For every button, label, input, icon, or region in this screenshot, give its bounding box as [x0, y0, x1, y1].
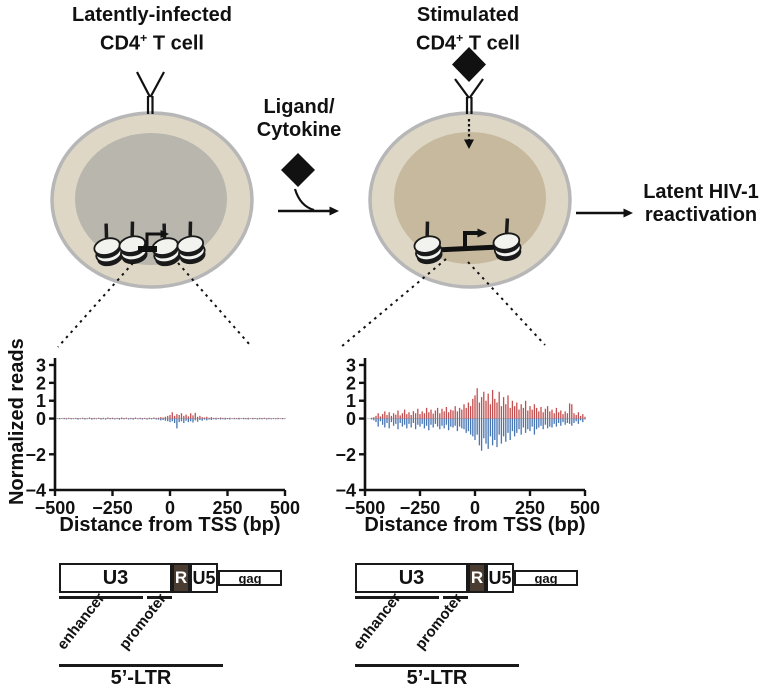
provirus-boxes: U3 R U5 gag [355, 563, 578, 593]
ltr-underline [355, 664, 519, 667]
promoter-label: promoter [115, 590, 170, 653]
stimulated-cell [340, 47, 572, 348]
enhancer-label: enhancer [349, 589, 405, 653]
r-box: R [468, 563, 486, 593]
ltr-diagram-right: U3 R U5 gag enhancer promoter 5’-LTR [350, 563, 585, 693]
x-tick-label: −500 [35, 498, 76, 518]
x-tick-label: 500 [570, 498, 600, 518]
promoter-underline [147, 596, 172, 599]
y-tick-label: 1 [346, 391, 356, 411]
enhancer-label: enhancer [53, 589, 109, 653]
y-tick-label: −2 [25, 445, 46, 465]
latent-panel-title: Latently-infected CD4+ T cell [42, 4, 262, 56]
ltr-underline [59, 664, 223, 667]
gag-box: gag [218, 570, 282, 586]
axes [53, 358, 285, 492]
y-tick-label: 0 [36, 409, 46, 429]
outcome-label: Latent HIV-1 reactivation [643, 181, 759, 226]
series-minus-strand [56, 418, 286, 429]
gag-box: gag [514, 570, 578, 586]
reaction-arrow-icon [278, 153, 339, 216]
u3-box: U3 [59, 563, 172, 593]
latent-title-line1: Latently-infected [71, 4, 233, 26]
ligand-cytokine-label: Ligand/ Cytokine [256, 96, 342, 141]
y-tick-label: 3 [36, 356, 46, 376]
y-axis-label: Normalized reads [6, 338, 28, 505]
x-axis-label-right: Distance from TSS (bp) [364, 514, 586, 536]
x-tick-label: 0 [165, 498, 175, 518]
active-tss-arrowhead [477, 228, 487, 238]
y-tick-label: 0 [346, 409, 356, 429]
x-tick-label: 500 [270, 498, 300, 518]
promoter-underline [443, 596, 468, 599]
zoom-callout-lines [57, 262, 251, 348]
series-plus-strand [370, 388, 586, 419]
y-tick-label: 3 [346, 356, 356, 376]
ltr-label: 5’-LTR [406, 667, 468, 689]
open-chromatin-icon [408, 215, 525, 269]
x-tick-label: −250 [92, 498, 133, 518]
ligand-diamond-icon [281, 153, 315, 187]
u3-box: U3 [355, 563, 468, 593]
enhancer-underline [355, 596, 439, 599]
r-box: R [172, 563, 190, 593]
x-tick-label: 250 [212, 498, 242, 518]
series-minus-strand [370, 418, 586, 451]
x-tick-label: 0 [470, 498, 480, 518]
receptor-icon [136, 71, 165, 114]
y-tick-label: 2 [346, 373, 356, 393]
stimulated-title-line2: CD4+ T cell [416, 31, 520, 55]
y-tick-label: −2 [335, 445, 356, 465]
ltr-label: 5’-LTR [110, 667, 172, 689]
x-tick-label: 250 [515, 498, 545, 518]
bound-receptor-icon [452, 47, 486, 149]
outcome-arrow-icon [576, 208, 633, 218]
y-tick-label: 2 [36, 373, 46, 393]
y-tick-label: −4 [25, 481, 46, 501]
y-tick-label: 1 [36, 391, 46, 411]
x-tick-label: −500 [345, 498, 386, 518]
stimulated-title-line1: Stimulated [416, 4, 520, 26]
latent-cell [50, 71, 254, 348]
ltr-diagram-left: U3 R U5 gag enhancer promoter 5’-LTR [54, 563, 289, 693]
y-tick-label: −4 [335, 481, 356, 501]
zoom-callout-lines [340, 258, 546, 348]
u5-box: U5 [190, 563, 218, 593]
x-axis-label-left: Distance from TSS (bp) [59, 514, 281, 536]
promoter-label: promoter [411, 590, 466, 653]
series-plus-strand [56, 412, 286, 419]
silent-tss-arrow-icon [138, 230, 169, 252]
latent-title-line2: CD4+ T cell [100, 31, 204, 55]
u5-box: U5 [486, 563, 514, 593]
enhancer-underline [59, 596, 143, 599]
stimulated-panel-title: Stimulated CD4+ T cell [358, 4, 578, 56]
x-tick-label: −250 [400, 498, 441, 518]
bound-ligand-diamond-icon [452, 47, 486, 82]
provirus-boxes: U3 R U5 gag [59, 563, 282, 593]
